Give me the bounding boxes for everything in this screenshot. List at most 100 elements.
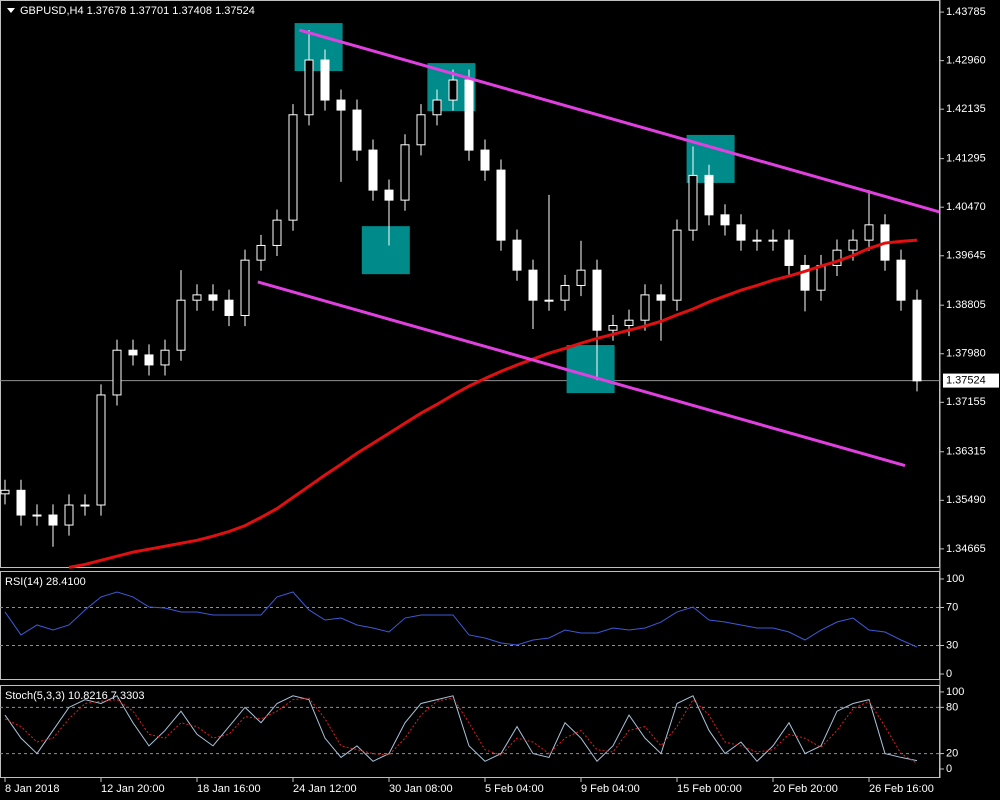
x-tick-label: 8 Jan 2018 (5, 783, 59, 795)
candle-body (736, 224, 746, 241)
candle-body (864, 224, 874, 241)
candle-body (32, 514, 42, 517)
y-tick-label: 1.41295 (946, 153, 986, 165)
candle-body (560, 284, 570, 301)
candle-body (0, 489, 10, 495)
candle-body (176, 299, 186, 351)
candle-body (272, 219, 282, 246)
candle-body (304, 59, 314, 116)
candle-body (896, 259, 906, 301)
y-tick-label: 1.40470 (946, 201, 986, 213)
candle-body (448, 79, 458, 101)
x-tick-label: 12 Jan 20:00 (101, 783, 165, 795)
candle-body (672, 229, 682, 301)
candle-body (80, 504, 90, 507)
candle-body (704, 174, 714, 216)
menu-arrow[interactable] (7, 8, 15, 13)
y-tick-label: 100 (946, 573, 964, 585)
candle-body (464, 79, 474, 151)
y-tick-label: 100 (946, 686, 964, 698)
candle-body (384, 189, 394, 201)
series-line (68, 238, 918, 569)
y-tick-label: 30 (946, 639, 958, 651)
x-tick-label: 30 Jan 08:00 (389, 783, 453, 795)
candle-body (752, 239, 762, 242)
y-tick-label: 1.39645 (946, 250, 986, 262)
x-tick-label: 20 Feb 20:00 (773, 783, 838, 795)
candle-body (64, 504, 74, 526)
candle-body (640, 294, 650, 321)
candle-body (16, 489, 26, 516)
y-tick-label: 1.42135 (946, 103, 986, 115)
candle-body (256, 244, 266, 261)
y-tick-label: 1.36315 (946, 446, 986, 458)
candle-body (352, 109, 362, 151)
pane-title: RSI(14) 28.4100 (5, 576, 86, 588)
y-tick-label: 1.35490 (946, 494, 986, 506)
current-price-label: 1.37524 (946, 374, 986, 386)
y-tick-label: 20 (946, 747, 958, 759)
candle-body (96, 394, 106, 506)
y-tick-label: 80 (946, 701, 958, 713)
y-tick-label: 1.42960 (946, 55, 986, 67)
candle-body (432, 99, 442, 116)
candle-body (592, 269, 602, 331)
series-line (4, 697, 918, 764)
candle-body (800, 264, 810, 291)
x-tick-label: 15 Feb 00:00 (677, 783, 742, 795)
candle-body (528, 269, 538, 301)
candle-body (336, 99, 346, 111)
y-tick-label: 1.37155 (946, 396, 986, 408)
y-tick-label: 0 (946, 763, 952, 775)
candle-body (48, 514, 58, 526)
candle-body (544, 299, 554, 302)
candle-body (624, 319, 634, 326)
highlight-box (361, 226, 410, 275)
candle-body (208, 294, 218, 301)
candle-body (240, 259, 250, 316)
candle-body (912, 299, 922, 382)
x-tick-label: 18 Jan 16:00 (197, 783, 261, 795)
candle-body (576, 269, 586, 286)
y-tick-label: 1.38805 (946, 299, 986, 311)
series-line (4, 591, 918, 648)
y-tick-label: 70 (946, 601, 958, 613)
candle-body (480, 149, 490, 171)
x-tick-label: 26 Feb 16:00 (869, 783, 934, 795)
candle-body (832, 249, 842, 266)
highlight-box (566, 345, 615, 394)
candle-body (128, 349, 138, 356)
x-tick-label: 9 Feb 04:00 (581, 783, 640, 795)
candle-body (320, 59, 330, 101)
candle-body (784, 239, 794, 266)
y-tick-label: 1.43785 (946, 6, 986, 18)
candle-body (720, 214, 730, 226)
pane-title: GBPUSD,H4 1.37678 1.37701 1.37408 1.3752… (20, 5, 255, 17)
candle-body (144, 354, 154, 366)
candle-body (160, 349, 170, 366)
candle-body (816, 264, 826, 291)
candle-body (688, 174, 698, 231)
candle-body (848, 239, 858, 251)
pane-title: Stoch(5,3,3) 10.8216 7.3303 (5, 690, 144, 702)
candle-body (288, 114, 298, 221)
current-price-box (943, 373, 999, 388)
candle-body (608, 324, 618, 331)
candle-body (416, 114, 426, 146)
trend-line (298, 28, 940, 214)
trend-line (257, 280, 906, 468)
candle-body (400, 144, 410, 201)
candle-body (192, 294, 202, 301)
candle-body (656, 294, 666, 301)
candle-body (496, 169, 506, 241)
candle-body (368, 149, 378, 191)
x-tick-label: 5 Feb 04:00 (485, 783, 544, 795)
candle-body (768, 239, 778, 242)
candle-body (224, 299, 234, 316)
y-tick-label: 1.37980 (946, 348, 986, 360)
x-tick-label: 24 Jan 12:00 (293, 783, 357, 795)
y-tick-label: 0 (946, 668, 952, 680)
